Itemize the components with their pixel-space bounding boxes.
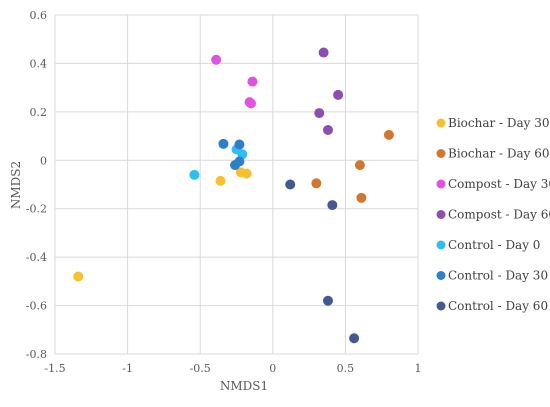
grid-layer xyxy=(55,15,418,354)
data-point-series-5-3 xyxy=(230,160,240,170)
x-tick-label: 0 xyxy=(269,362,276,375)
y-tick-label: 0.4 xyxy=(30,57,48,70)
data-point-series-3-3 xyxy=(323,125,333,135)
data-point-series-0-0 xyxy=(73,272,83,282)
y-axis-title: NMDS2 xyxy=(9,161,23,209)
y-tick-label: 0.2 xyxy=(30,106,48,119)
legend-entry-label: Biochar - Day 30 xyxy=(448,116,550,130)
legend-marker xyxy=(437,241,446,250)
y-tick-label: 0.6 xyxy=(30,9,48,22)
data-point-series-4-0 xyxy=(189,170,199,180)
legend-marker xyxy=(437,180,446,189)
data-point-series-6-1 xyxy=(327,200,337,210)
data-point-series-6-2 xyxy=(323,296,333,306)
legend-marker xyxy=(437,119,446,128)
x-tick-label: -1.5 xyxy=(44,362,65,375)
data-point-series-6-0 xyxy=(285,180,295,190)
data-point-series-1-0 xyxy=(311,178,321,188)
legend-entry-label: Control - Day 60 xyxy=(448,299,548,313)
y-tick-label: -0.4 xyxy=(26,251,47,264)
data-point-series-1-1 xyxy=(355,160,365,170)
x-tick-label: -0.5 xyxy=(190,362,211,375)
legend-marker xyxy=(437,210,446,219)
legend-marker xyxy=(437,149,446,158)
data-point-series-3-1 xyxy=(333,90,343,100)
legend-entry-label: Compost - Day 60 xyxy=(448,208,550,222)
legend-entry-label: Control - Day 30 xyxy=(448,269,548,283)
legend-marker xyxy=(437,271,446,280)
y-tick-label: 0 xyxy=(40,154,47,167)
data-point-series-6-3 xyxy=(349,333,359,343)
data-point-series-3-2 xyxy=(314,108,324,118)
data-point-series-2-1 xyxy=(247,77,257,87)
legend-entry-label: Control - Day 0 xyxy=(448,238,540,252)
legend-entry-label: Compost - Day 30 xyxy=(448,177,550,191)
y-tick-label: -0.8 xyxy=(26,348,47,361)
data-point-series-1-3 xyxy=(384,130,394,140)
data-point-series-2-3 xyxy=(246,98,256,108)
x-tick-label: -1 xyxy=(122,362,133,375)
data-point-series-2-0 xyxy=(211,55,221,65)
data-point-series-3-0 xyxy=(319,48,329,58)
y-tick-label: -0.2 xyxy=(26,203,47,216)
x-tick-label: 0.5 xyxy=(337,362,355,375)
data-point-series-0-3 xyxy=(242,169,252,179)
legend: Biochar - Day 30 Biochar - Day 60 Compost … xyxy=(437,116,550,313)
legend-entry-label: Biochar - Day 60 xyxy=(448,147,550,161)
x-axis-title: NMDS1 xyxy=(220,379,268,393)
x-tick-label: 1 xyxy=(415,362,422,375)
data-point-series-5-1 xyxy=(234,140,244,150)
data-point-series-5-0 xyxy=(218,139,228,149)
data-point-series-1-2 xyxy=(356,193,366,203)
y-tick-label: -0.6 xyxy=(26,300,47,313)
data-point-series-0-1 xyxy=(216,176,226,186)
legend-marker xyxy=(437,302,446,311)
